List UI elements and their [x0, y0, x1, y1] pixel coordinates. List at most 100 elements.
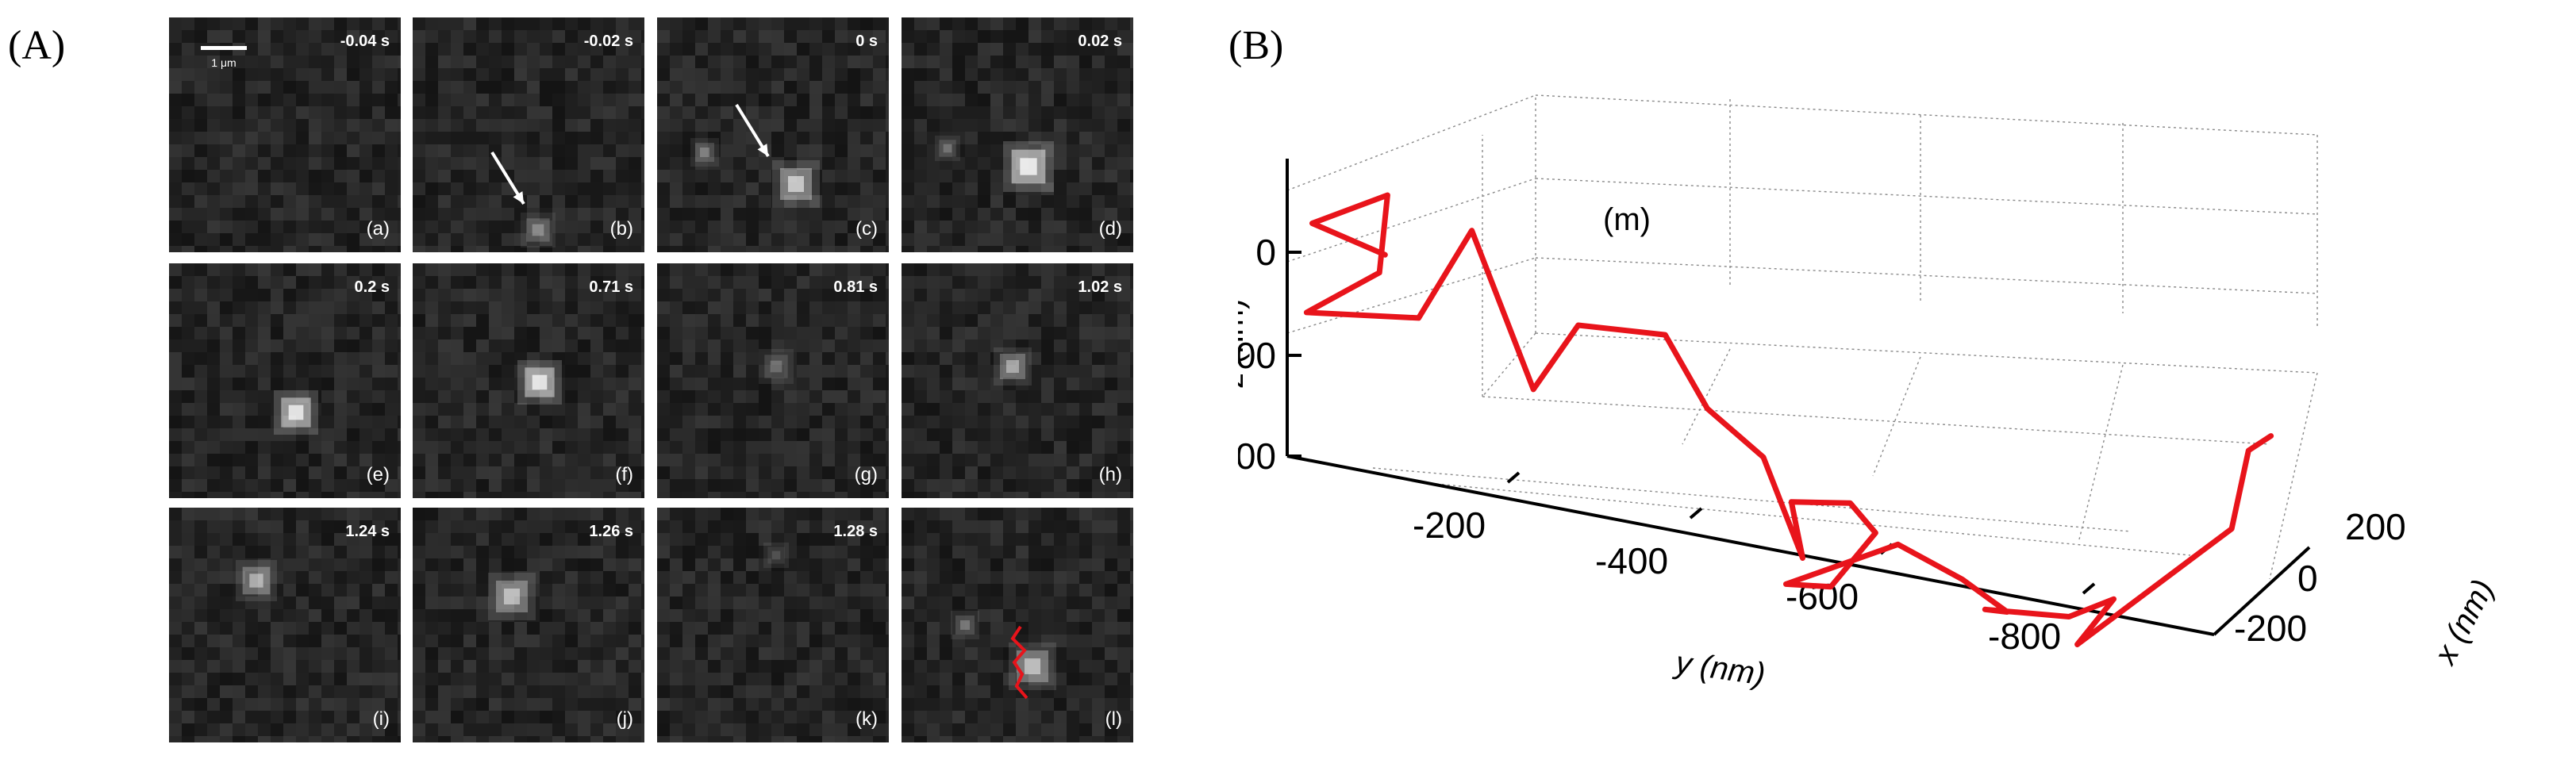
fluorescent-spot — [700, 148, 709, 157]
frame-4: 0.02 s (d) — [902, 17, 1133, 252]
grid-line — [1372, 467, 2132, 532]
grid-line — [1535, 332, 2318, 374]
plot-grid — [1286, 94, 2318, 580]
frame-letter-label: (b) — [610, 218, 633, 240]
frame-noise — [657, 508, 889, 742]
frame-letter-label: (a) — [367, 218, 390, 240]
y-tick — [2082, 582, 2096, 595]
fluorescent-spot — [771, 550, 781, 560]
frame-time-label: 1.02 s — [1078, 278, 1122, 296]
frame-11: 1.28 s (k) — [657, 508, 889, 742]
frame-noise — [413, 263, 644, 498]
fluorescent-spot — [994, 347, 1032, 386]
frame-time-label: 0.2 s — [355, 278, 390, 296]
x-tick-label: 0 — [2297, 558, 2318, 599]
frame-letter-label: (j) — [617, 708, 633, 730]
fluorescent-spot — [504, 589, 520, 604]
fluorescent-spot — [960, 620, 970, 630]
fluorescent-spot — [1006, 360, 1019, 373]
trajectory-point — [2247, 450, 2250, 451]
fluorescent-spot — [943, 144, 952, 153]
frame-letter-label: (l) — [1105, 708, 1122, 730]
trajectory-point — [1417, 316, 1420, 319]
fluorescent-spot — [236, 560, 277, 601]
grid-line — [1482, 332, 1536, 397]
fluorescent-spot — [288, 405, 304, 420]
arrow-frame-b — [490, 151, 525, 205]
z-tick-label: -100 — [1238, 335, 1276, 376]
fluorescent-spot — [488, 573, 536, 620]
trajectory-point — [1532, 388, 1535, 390]
frame-time-label: 0.81 s — [833, 278, 878, 296]
trajectory-point — [2006, 611, 2009, 613]
y-tick-label: -400 — [1595, 540, 1668, 581]
fluorescent-spot — [764, 355, 788, 378]
trajectory-point — [1311, 222, 1313, 224]
frame-7: 0.81 s (g) — [657, 263, 889, 498]
frame-letter-label: (i) — [373, 708, 390, 730]
grid-line — [1535, 94, 2318, 136]
grid-line — [1286, 94, 1536, 191]
trajectory-point — [1384, 254, 1386, 256]
grid-line — [1535, 178, 2318, 215]
frame-noise — [657, 17, 889, 252]
fluorescent-spot — [1025, 658, 1040, 674]
frame-3: 0 s (c) — [657, 17, 889, 252]
frame-noise — [413, 17, 644, 252]
frame-12: (l) — [902, 508, 1133, 742]
arrow-frame-c — [735, 103, 770, 158]
frame-6: 0.71 s (f) — [413, 263, 644, 498]
trajectory-point — [2197, 553, 2199, 555]
fluorescent-spot — [532, 224, 544, 236]
trajectory-point — [1577, 324, 1579, 326]
scale-bar: 1 μm — [201, 46, 247, 69]
trajectory-point — [1961, 578, 1963, 581]
trajectory-point — [1386, 194, 1389, 196]
grid-line — [1682, 348, 1731, 445]
frame-l-trajectory — [1010, 625, 1028, 700]
frame-time-label: 0.02 s — [1078, 33, 1122, 50]
x-tick-label: 200 — [2345, 506, 2406, 547]
frame-time-label: -0.02 s — [584, 33, 633, 50]
x-axis-label: x (nm) — [2427, 574, 2501, 671]
grid-line — [1872, 356, 1921, 477]
trajectory-point — [1984, 608, 1986, 611]
frame-1: -0.04 s (a) — [169, 17, 401, 252]
frame-time-label: 1.28 s — [833, 523, 878, 540]
microscopy-frame-grid: -0.04 s (a) -0.02 s (b) 0 s (c) 0.02 s (d) 0.2 s… — [169, 17, 1133, 742]
fluorescent-spot — [690, 138, 719, 167]
fluorescent-spot — [1020, 158, 1037, 175]
scale-bar-line — [201, 46, 247, 50]
y-tick — [1689, 507, 1703, 520]
frame-letter-label: (k) — [855, 708, 878, 730]
frame-letter-label: (e) — [367, 464, 390, 485]
trajectory-point — [1874, 531, 1877, 534]
fluorescent-spot — [770, 360, 782, 373]
frame-letter-label: (g) — [855, 464, 878, 485]
fluorescent-spot — [788, 176, 804, 192]
fluorescent-spot — [695, 143, 714, 162]
grid-line — [1286, 257, 1536, 334]
frame-2: -0.02 s (b) — [413, 17, 644, 252]
trajectory-point — [1790, 501, 1793, 503]
frame-8: 1.02 s (h) — [902, 263, 1133, 498]
frame-time-label: 1.24 s — [345, 523, 390, 540]
frame-9: 1.24 s (i) — [169, 508, 401, 742]
y-tick-label: -800 — [1988, 616, 2061, 657]
frame-noise — [902, 17, 1133, 252]
fluorescent-spot — [242, 566, 271, 595]
frame-10: 1.26 s (j) — [413, 508, 644, 742]
fluorescent-spot — [767, 547, 785, 564]
trajectory-point — [2270, 435, 2272, 437]
grid-line — [1436, 483, 2191, 556]
frame-noise — [902, 263, 1133, 498]
grid-line — [1286, 178, 1536, 263]
trajectory-point — [1305, 311, 1308, 313]
trajectory-point — [1471, 229, 1473, 232]
frame-letter-label: (c) — [855, 218, 878, 240]
trajectory-point — [1897, 543, 1899, 546]
fluorescent-spot — [526, 218, 550, 242]
grid-line — [1482, 396, 2270, 445]
z-tick-label: 0 — [1255, 232, 1276, 273]
z-axis-label: z (nm) — [1238, 299, 1250, 389]
